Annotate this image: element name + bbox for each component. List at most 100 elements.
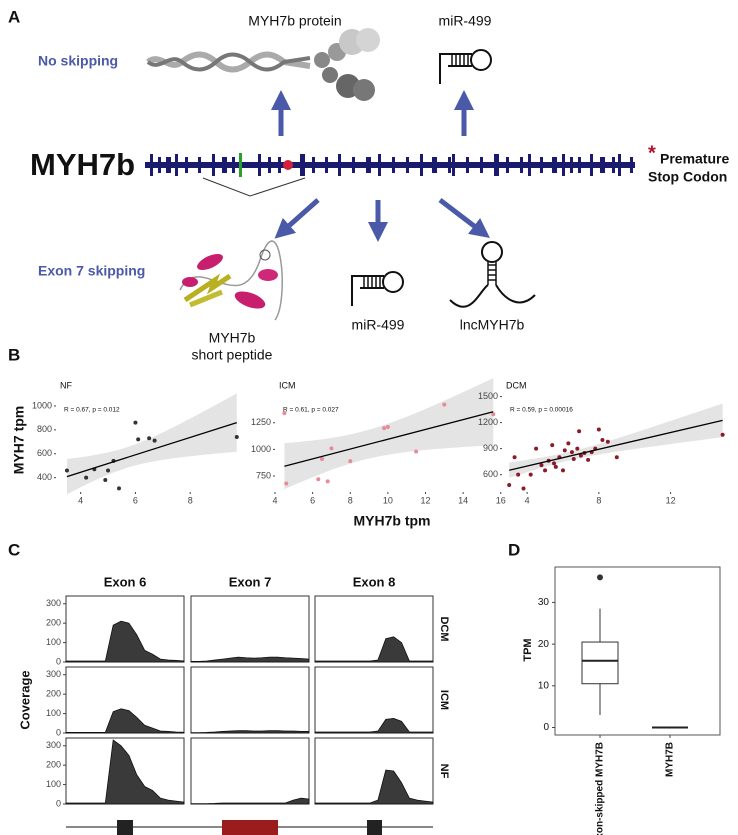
point: [552, 461, 557, 466]
point: [521, 486, 526, 491]
facet-frame: [190, 595, 310, 663]
exon-box: [117, 820, 133, 835]
point: [103, 478, 108, 483]
outlier: [597, 574, 603, 581]
y-axis-label: TPM: [522, 638, 534, 661]
facet-title: ICM: [279, 380, 296, 390]
coverage-area: [190, 656, 310, 663]
point: [600, 437, 605, 442]
facet-title: NF: [60, 380, 72, 390]
point: [516, 472, 521, 477]
exon-box: [367, 820, 382, 835]
facet-frame: [190, 666, 310, 734]
confidence-band: [509, 403, 723, 478]
point: [133, 420, 138, 425]
x-axis-label: MYH7b tpm: [354, 513, 431, 529]
mirna-label: miR-499: [439, 13, 492, 29]
arrow: [274, 198, 320, 239]
peptide-icon: [179, 240, 283, 321]
point: [329, 446, 334, 451]
arrow: [438, 198, 490, 239]
stop-asterisk: *: [648, 142, 656, 164]
exon7-skipping-label: Exon 7 skipping: [38, 263, 145, 279]
mirna-label: miR-499: [352, 317, 405, 333]
x-tick-label: 8: [188, 495, 193, 505]
point: [64, 468, 69, 473]
x-tick-label: 12: [421, 495, 431, 505]
plot-frame: [554, 566, 721, 736]
point: [578, 453, 583, 458]
x-tick-label: 10: [383, 495, 393, 505]
lnc-label: lncMYH7b: [460, 317, 525, 333]
point: [147, 436, 152, 441]
y-tick-label: 300: [46, 598, 61, 608]
facet-title: DCM: [506, 380, 527, 390]
point: [575, 446, 580, 451]
y-tick-label: 300: [46, 740, 61, 750]
x-tick-label: 16: [496, 495, 506, 505]
no-skipping-label: No skipping: [38, 53, 118, 69]
y-tick-label: 900: [483, 443, 498, 453]
coverage-area: [190, 730, 310, 734]
x-tick-label: MYH7B: [665, 742, 676, 777]
point: [507, 483, 512, 488]
y-tick-label: 1250: [251, 417, 271, 427]
y-tick-label: 300: [46, 669, 61, 679]
point: [571, 457, 576, 462]
x-tick-label: 8: [348, 495, 353, 505]
point: [539, 463, 544, 468]
y-tick-label: 1200: [478, 417, 498, 427]
y-tick-label: 20: [538, 639, 550, 650]
y-tick-label: 200: [46, 689, 61, 699]
point: [106, 468, 111, 473]
point: [614, 455, 619, 460]
coverage-area: [65, 620, 185, 663]
point: [382, 426, 387, 431]
row-label: NF: [438, 764, 450, 779]
point: [577, 429, 582, 434]
point: [284, 481, 289, 486]
y-axis-label: Coverage: [17, 670, 32, 729]
y-tick-label: 200: [46, 760, 61, 770]
y-tick-label: 0: [56, 656, 61, 666]
y-tick-label: 400: [37, 472, 52, 482]
annotation: R = 0.61, p = 0.027: [283, 407, 339, 414]
coverage-area: [190, 797, 310, 805]
point: [569, 450, 574, 455]
stop-label: Premature: [660, 151, 729, 167]
point: [553, 464, 558, 469]
x-tick-label: 4: [272, 495, 277, 505]
point: [512, 455, 517, 460]
peptide-label: short peptide: [192, 347, 273, 363]
point: [325, 479, 330, 484]
point: [534, 446, 539, 451]
point: [605, 439, 610, 444]
y-tick-label: 30: [538, 597, 550, 608]
row-label: DCM: [438, 616, 450, 641]
facet-frame: [314, 595, 434, 663]
point: [414, 449, 419, 454]
coverage-area: [314, 636, 434, 663]
panel-label: D: [508, 540, 520, 559]
y-tick-label: 750: [256, 470, 271, 480]
peptide-label: MYH7b: [209, 330, 256, 346]
x-tick-label: 12: [666, 495, 676, 505]
point: [442, 402, 447, 407]
x-tick-label: 4: [525, 495, 530, 505]
point: [566, 441, 571, 446]
point: [491, 412, 496, 417]
y-tick-label: 1500: [478, 391, 498, 401]
y-tick-label: 100: [46, 637, 61, 647]
coverage-area: [314, 769, 434, 805]
y-tick-label: 10: [538, 680, 550, 691]
point: [234, 435, 239, 440]
x-tick-label: 14: [458, 495, 468, 505]
y-tick-label: 200: [46, 618, 61, 628]
y-tick-label: 1000: [251, 444, 271, 454]
panel-label: C: [8, 540, 20, 559]
facet-frame: [314, 666, 434, 734]
gene-name: MYH7b: [30, 147, 135, 182]
mirna-icon: [439, 49, 492, 85]
point: [385, 425, 390, 430]
y-tick-label: 600: [483, 469, 498, 479]
